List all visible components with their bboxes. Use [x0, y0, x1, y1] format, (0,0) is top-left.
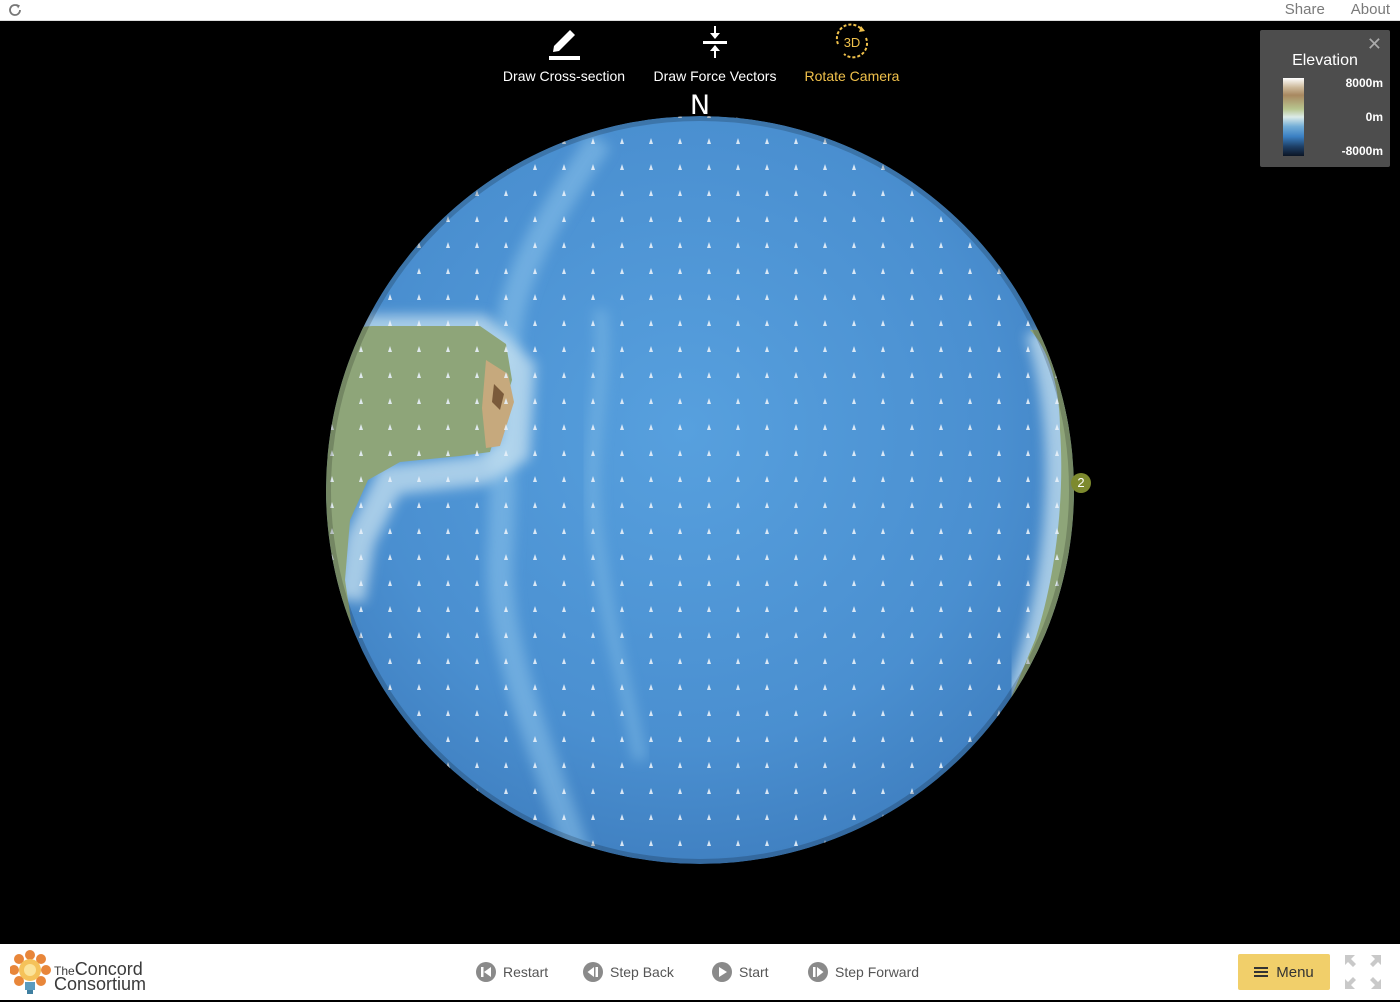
rotate-camera-label: Rotate Camera	[804, 68, 900, 84]
step-back-button[interactable]: Step Back	[583, 962, 674, 982]
step-forward-icon	[808, 962, 828, 982]
svg-text:3D: 3D	[844, 35, 861, 50]
rotate-3d-icon: 3D	[835, 23, 869, 59]
play-icon	[712, 962, 732, 982]
legend-title: Elevation	[1292, 52, 1358, 69]
reload-icon[interactable]	[7, 2, 23, 18]
concord-consortium-logo[interactable]: TheConcord Consortium	[9, 949, 170, 997]
legend-max-label: 8000m	[1345, 76, 1383, 90]
hamburger-icon	[1254, 967, 1269, 977]
plate-marker-2[interactable]: 2	[1071, 473, 1091, 493]
north-indicator: N	[689, 90, 711, 121]
step-forward-label: Step Forward	[835, 964, 920, 980]
logo-line1: TheConcord	[54, 959, 143, 979]
force-vector-arrows	[326, 116, 1074, 864]
legend-min-label: -8000m	[1341, 144, 1383, 158]
compress-arrows-icon	[703, 26, 727, 58]
pencil-icon	[549, 30, 580, 60]
bottom-bar: TheConcord Consortium Restart Step Back …	[0, 944, 1400, 1000]
restart-button[interactable]: Restart	[476, 962, 548, 982]
legend-mid-label: 0m	[1365, 110, 1383, 124]
menu-button[interactable]: Menu	[1238, 954, 1330, 990]
top-bar: Share About	[0, 0, 1400, 21]
step-back-label: Step Back	[610, 964, 674, 980]
step-back-icon	[583, 962, 603, 982]
draw-cross-section-label: Draw Cross-section	[502, 68, 626, 84]
menu-label: Menu	[1276, 963, 1314, 981]
fullscreen-icon[interactable]	[1344, 954, 1382, 990]
start-button[interactable]: Start	[712, 962, 769, 982]
share-link[interactable]: Share	[1284, 1, 1325, 18]
planet-globe[interactable]	[0, 20, 1400, 944]
close-icon[interactable]: ✕	[1366, 34, 1382, 55]
elevation-color-scale	[1283, 78, 1304, 156]
logo-line2: Consortium	[54, 974, 147, 994]
rotate-camera-button[interactable]: 3D Rotate Camera	[796, 22, 908, 84]
draw-cross-section-button[interactable]: Draw Cross-section	[499, 22, 629, 84]
about-link[interactable]: About	[1350, 1, 1390, 18]
restart-label: Restart	[503, 964, 549, 980]
restart-icon	[476, 962, 496, 982]
start-label: Start	[739, 964, 769, 980]
elevation-legend: ✕ Elevation 8000m 0m -8000m	[1260, 30, 1390, 167]
step-forward-button[interactable]: Step Forward	[808, 962, 919, 982]
lightbulb-logo-icon	[9, 950, 51, 994]
draw-force-vectors-label: Draw Force Vectors	[653, 68, 777, 84]
draw-force-vectors-button[interactable]: Draw Force Vectors	[650, 22, 780, 84]
